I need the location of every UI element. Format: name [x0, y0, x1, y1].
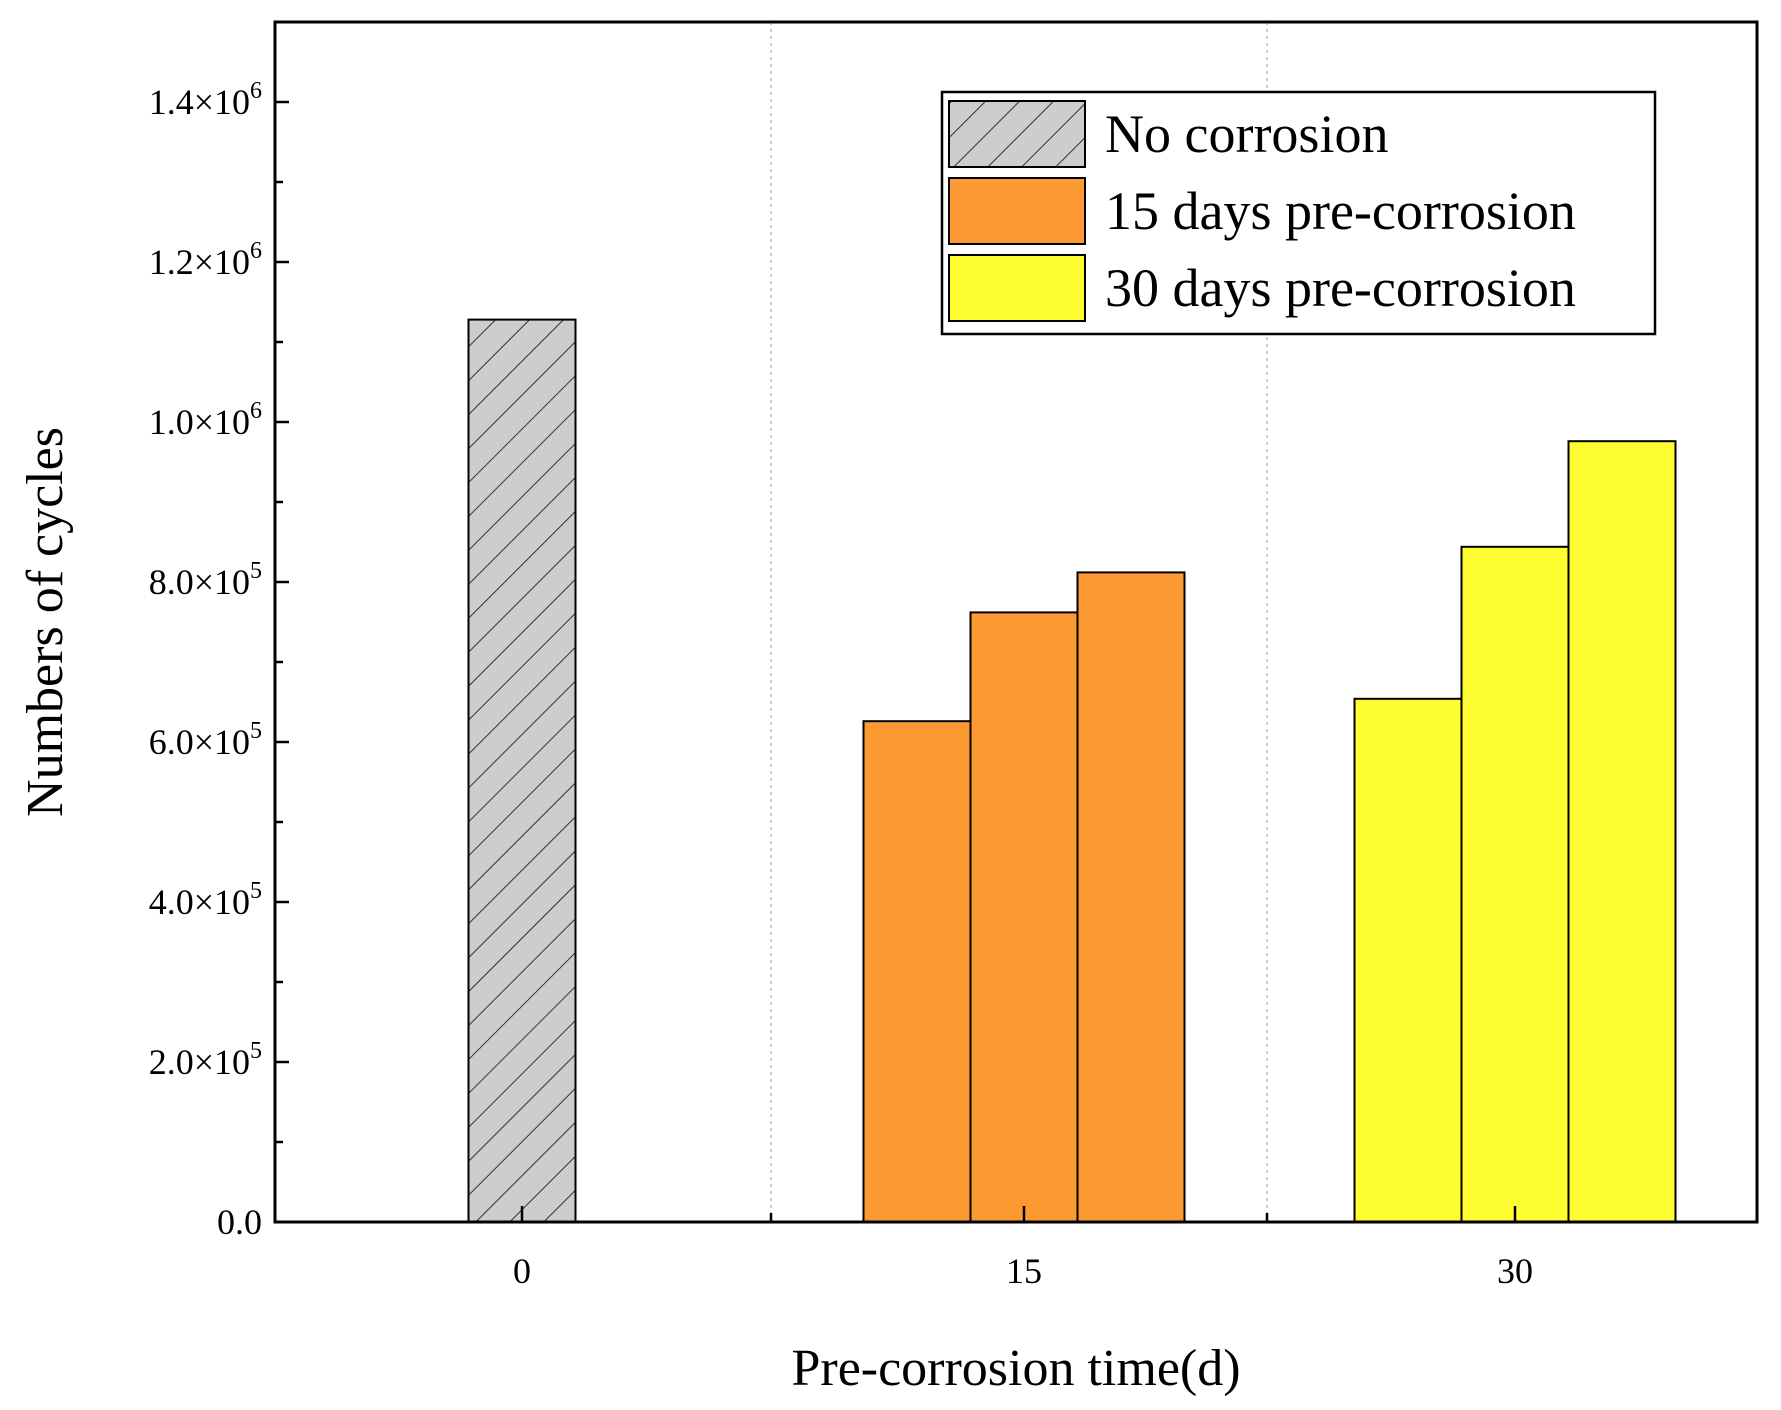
- legend-swatch-1: [948, 100, 1086, 168]
- y-tick-label: 8.0×105: [149, 558, 262, 602]
- legend: No corrosion 15 days pre-corrosion 30 days…: [940, 90, 1657, 336]
- bar-15-1: [862, 720, 972, 1223]
- y-tick-mantissa: 1.2×10: [149, 242, 250, 282]
- y-tick-label: 2.0×105: [149, 1038, 262, 1082]
- x-axis: 0 15 30: [513, 1206, 1533, 1291]
- x-tick-label: 30: [1497, 1251, 1533, 1291]
- y-tick-mantissa: 8.0×10: [149, 562, 250, 602]
- y-tick-mantissa: 1.0×10: [149, 402, 250, 442]
- legend-label-1: No corrosion: [1105, 104, 1388, 164]
- x-tick-label: 15: [1006, 1251, 1042, 1291]
- y-tick-mantissa: 1.4×10: [149, 82, 250, 122]
- y-tick-label: 0.0: [217, 1202, 262, 1242]
- bar-30-3: [1567, 440, 1677, 1223]
- bar-30-1: [1353, 697, 1463, 1223]
- legend-label-2: 15 days pre-corrosion: [1105, 181, 1576, 241]
- y-tick-label: 4.0×105: [149, 878, 262, 922]
- y-tick-label: 1.0×106: [149, 398, 262, 442]
- legend-swatch-2: [948, 177, 1086, 245]
- y-tick-exponent: 5: [250, 558, 262, 584]
- y-axis-title: Numbers of cycles: [17, 427, 74, 817]
- x-axis-title: Pre-corrosion time(d): [791, 1340, 1240, 1397]
- y-tick-exponent: 5: [250, 718, 262, 744]
- y-tick-label: 6.0×105: [149, 718, 262, 762]
- bar-0-1: [467, 318, 577, 1224]
- y-tick-mantissa: 0.0: [217, 1202, 262, 1242]
- y-tick-label: 1.4×106: [149, 78, 262, 122]
- x-tick-label: 0: [513, 1251, 531, 1291]
- bar-15-2: [969, 611, 1079, 1223]
- bars-layer: [467, 318, 1677, 1224]
- plot-frame: [273, 20, 1759, 1224]
- y-tick-exponent: 6: [250, 238, 262, 264]
- y-tick-exponent: 6: [250, 78, 262, 104]
- bar-30-2: [1460, 545, 1570, 1223]
- y-axis: 0.02.0×1054.0×1056.0×1058.0×1051.0×1061.…: [149, 20, 289, 1242]
- legend-label-3: 30 days pre-corrosion: [1105, 258, 1576, 318]
- y-tick-label: 1.2×106: [149, 238, 262, 282]
- y-tick-mantissa: 6.0×10: [149, 722, 250, 762]
- y-tick-exponent: 6: [250, 398, 262, 424]
- y-tick-exponent: 5: [250, 1038, 262, 1064]
- y-tick-exponent: 5: [250, 878, 262, 904]
- legend-swatch-3: [948, 254, 1086, 322]
- y-tick-mantissa: 4.0×10: [149, 882, 250, 922]
- y-tick-mantissa: 2.0×10: [149, 1042, 250, 1082]
- bar-15-3: [1076, 571, 1186, 1223]
